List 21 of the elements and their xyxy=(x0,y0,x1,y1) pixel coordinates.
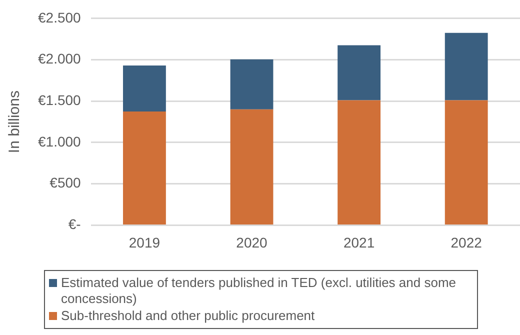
legend-label: Estimated value of tenders published in TED (excl. utilities and some concessions) xyxy=(61,275,458,307)
bar xyxy=(230,59,274,110)
y-tick-label: €500 xyxy=(50,174,82,191)
x-tick-label: 2022 xyxy=(450,234,482,250)
y-tick-label: €2.500 xyxy=(38,9,82,26)
bar xyxy=(444,32,488,100)
bar xyxy=(444,100,488,224)
x-tick-label: 2020 xyxy=(236,234,268,250)
bar xyxy=(338,100,381,224)
y-tick-label: €1.000 xyxy=(38,133,82,150)
bar xyxy=(123,111,166,224)
legend-label: Sub-threshold and other public procurement xyxy=(61,308,315,324)
y-tick-label: €2.000 xyxy=(38,50,82,67)
y-tick-label: €1.500 xyxy=(38,92,82,108)
bar xyxy=(123,66,166,112)
bar xyxy=(338,45,381,100)
y-tick-label: €- xyxy=(68,216,82,232)
x-tick-label: 2019 xyxy=(128,234,160,250)
x-tick-label: 2021 xyxy=(343,234,375,250)
bar xyxy=(230,109,274,224)
y-axis-title: In billions xyxy=(6,90,24,154)
